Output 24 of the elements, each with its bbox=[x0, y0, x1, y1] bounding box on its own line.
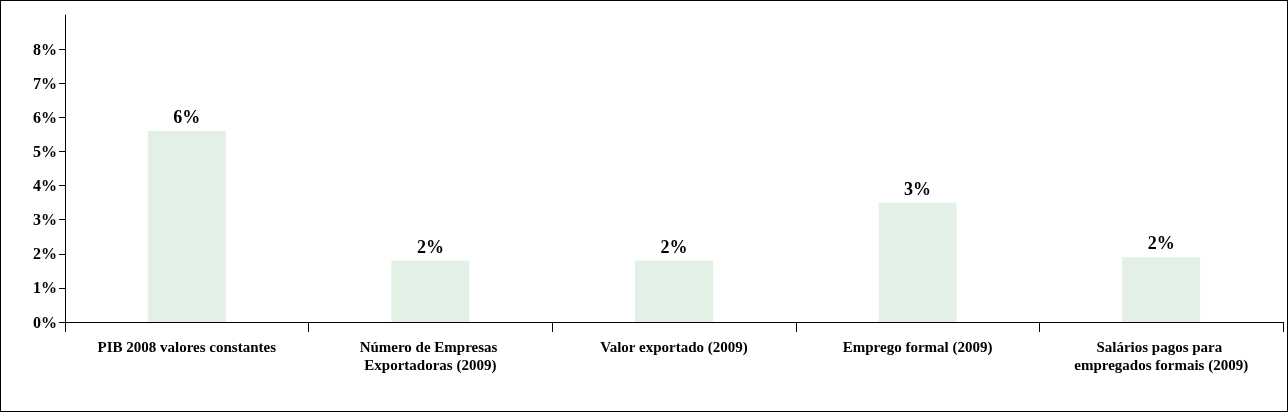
bar bbox=[635, 260, 713, 322]
x-tick-label: Valor exportado (2009) bbox=[600, 339, 748, 356]
y-tick-label: 5% bbox=[33, 142, 57, 160]
bar bbox=[391, 260, 470, 322]
y-tick-label: 6% bbox=[33, 108, 57, 126]
bar bbox=[878, 202, 957, 322]
bar bbox=[1122, 257, 1201, 322]
x-tick-label: PIB 2008 valores constantes bbox=[97, 339, 277, 355]
y-tick-label: 4% bbox=[33, 177, 57, 195]
y-tick-label: 2% bbox=[33, 245, 57, 263]
data-label: 2% bbox=[416, 236, 444, 257]
data-label: 3% bbox=[904, 178, 932, 199]
y-tick-label: 1% bbox=[33, 279, 57, 297]
data-label: 6% bbox=[173, 106, 201, 127]
data-label: 2% bbox=[660, 236, 688, 257]
data-label: 2% bbox=[1147, 233, 1175, 254]
x-tick-label: Emprego formal (2009) bbox=[842, 339, 993, 356]
y-tick-label: 8% bbox=[33, 40, 57, 58]
x-tick-label: Salários pagos para empregados formais (2009) bbox=[1074, 339, 1249, 374]
bar bbox=[147, 130, 226, 322]
y-tick-label: 0% bbox=[33, 313, 57, 331]
y-tick-label: 3% bbox=[33, 211, 57, 229]
x-tick-label: Número de Empresas Exportadoras (2009) bbox=[359, 339, 502, 374]
y-tick-label: 7% bbox=[33, 74, 57, 92]
